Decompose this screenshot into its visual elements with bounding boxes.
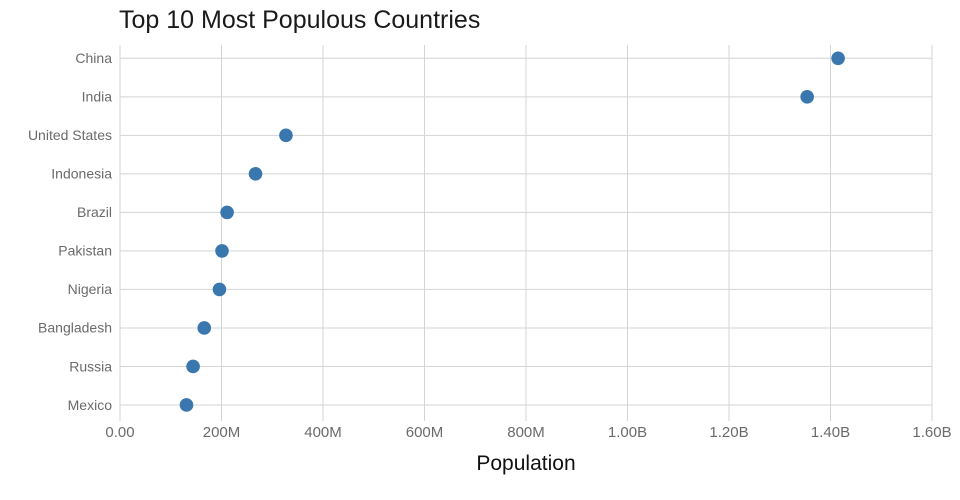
data-point <box>800 90 814 104</box>
x-axis-labels: 0.00 200M 400M 600M 800M 1.00B 1.20B 1.40B 1.60B <box>105 424 951 441</box>
gridlines <box>119 45 933 421</box>
x-tick-label: 1.00B <box>608 424 647 441</box>
x-tick-label: 1.60B <box>912 424 951 441</box>
x-tick-label: 200M <box>203 424 241 441</box>
data-point <box>248 167 263 181</box>
y-tick-label: Pakistan <box>58 243 112 259</box>
data-point <box>179 398 194 412</box>
y-tick-label: Nigeria <box>68 281 113 297</box>
x-tick-label: 0.00 <box>105 424 134 441</box>
data-points <box>179 51 845 412</box>
x-tick-label: 800M <box>507 424 545 441</box>
data-point <box>279 128 293 143</box>
x-axis-title: Population <box>476 452 576 475</box>
x-tick-label: 600M <box>406 424 444 441</box>
x-tick-label: 1.40B <box>811 424 850 441</box>
x-tick-label: 400M <box>304 424 342 441</box>
data-point <box>831 51 845 66</box>
y-tick-label: China <box>75 50 112 66</box>
y-tick-label: Bangladesh <box>38 320 112 336</box>
data-point <box>215 244 229 258</box>
chart-title: Top 10 Most Populous Countries <box>119 6 481 34</box>
data-point <box>212 282 227 297</box>
y-tick-label: Brazil <box>77 204 112 220</box>
y-tick-label: India <box>82 89 113 105</box>
y-tick-label: Mexico <box>68 397 113 413</box>
x-tick-label: 1.20B <box>709 424 748 441</box>
y-tick-label: Indonesia <box>51 166 112 182</box>
data-point <box>220 205 234 220</box>
y-tick-label: Russia <box>69 358 112 374</box>
data-point <box>186 359 200 374</box>
y-axis-labels: China India United States Indonesia Brazil Pa… <box>28 50 112 413</box>
data-point <box>197 321 212 335</box>
y-tick-label: United States <box>28 127 112 143</box>
